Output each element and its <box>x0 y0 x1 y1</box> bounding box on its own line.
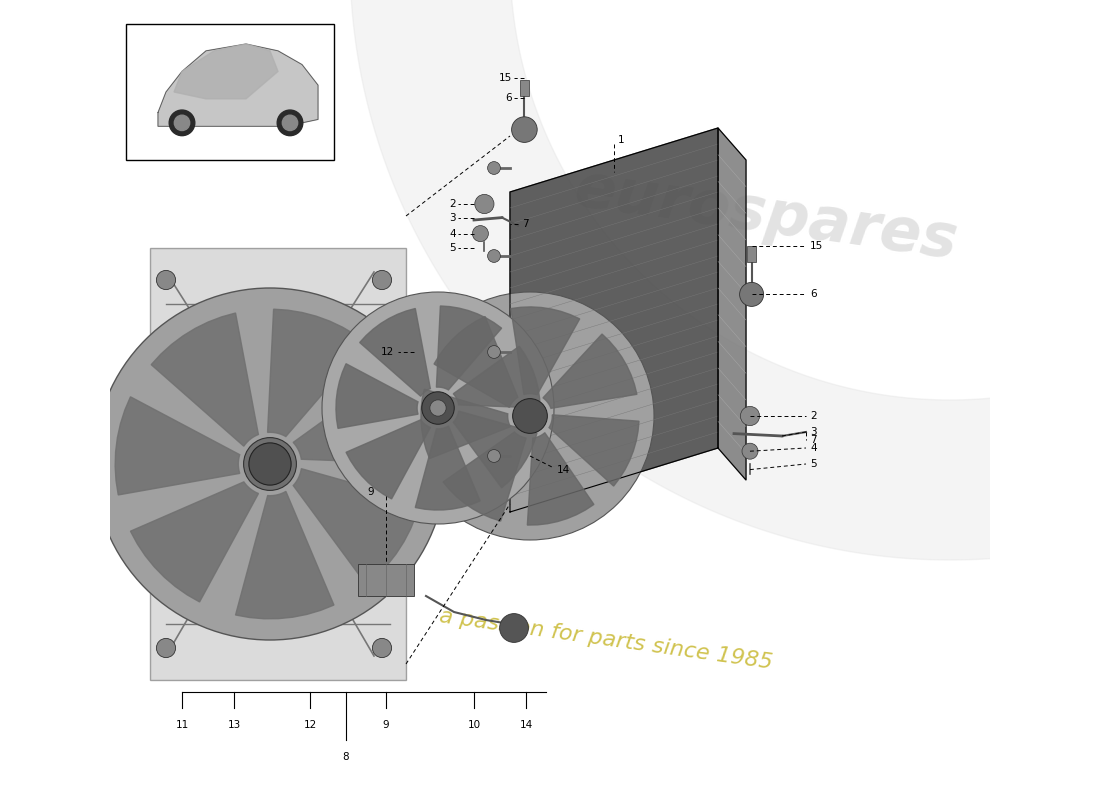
Circle shape <box>739 282 763 306</box>
Polygon shape <box>174 44 278 99</box>
Polygon shape <box>158 44 318 126</box>
Circle shape <box>740 406 760 426</box>
Circle shape <box>174 115 189 130</box>
Polygon shape <box>416 426 480 510</box>
Text: 2: 2 <box>810 411 816 421</box>
Text: eurospares: eurospares <box>571 160 961 272</box>
Text: 4: 4 <box>810 443 816 453</box>
Circle shape <box>499 614 528 642</box>
Circle shape <box>487 346 500 358</box>
Text: 15: 15 <box>498 74 512 83</box>
Circle shape <box>430 400 447 416</box>
Text: 6: 6 <box>505 93 512 102</box>
Polygon shape <box>453 411 537 488</box>
Polygon shape <box>421 389 510 458</box>
Circle shape <box>421 392 454 424</box>
Bar <box>747 246 757 262</box>
Polygon shape <box>453 346 540 408</box>
Text: 15: 15 <box>810 242 823 251</box>
Text: 8: 8 <box>343 752 350 762</box>
Circle shape <box>487 250 500 262</box>
Text: 7: 7 <box>810 435 816 445</box>
Polygon shape <box>350 0 1100 560</box>
Text: 9: 9 <box>367 487 374 497</box>
Circle shape <box>472 226 488 242</box>
Text: 9: 9 <box>383 720 389 730</box>
Circle shape <box>475 194 494 214</box>
Polygon shape <box>294 370 425 464</box>
Polygon shape <box>510 307 580 395</box>
Polygon shape <box>434 317 518 407</box>
Text: 12: 12 <box>304 720 317 730</box>
Text: 7: 7 <box>522 219 529 229</box>
Polygon shape <box>549 415 639 486</box>
Polygon shape <box>360 309 430 396</box>
Circle shape <box>156 638 176 658</box>
Circle shape <box>130 360 338 568</box>
Text: 13: 13 <box>228 720 241 730</box>
Circle shape <box>156 270 176 290</box>
Circle shape <box>406 292 654 540</box>
Text: 5: 5 <box>449 243 455 253</box>
Circle shape <box>283 115 298 130</box>
Text: 5: 5 <box>810 459 816 469</box>
Text: 14: 14 <box>519 720 532 730</box>
Circle shape <box>278 392 422 536</box>
Circle shape <box>277 110 302 136</box>
Text: 4: 4 <box>449 229 455 238</box>
Bar <box>126 24 334 160</box>
Circle shape <box>94 288 446 640</box>
Circle shape <box>169 110 195 136</box>
Circle shape <box>512 117 537 142</box>
Polygon shape <box>116 397 240 495</box>
Circle shape <box>249 443 292 485</box>
Text: 10: 10 <box>468 720 481 730</box>
Circle shape <box>243 438 296 490</box>
Bar <box>150 248 406 680</box>
Circle shape <box>513 398 548 434</box>
Polygon shape <box>510 128 718 512</box>
Polygon shape <box>718 128 746 480</box>
Polygon shape <box>235 491 334 618</box>
Text: 12: 12 <box>381 347 394 357</box>
Polygon shape <box>527 433 594 525</box>
Text: 3: 3 <box>449 214 455 223</box>
Text: 14: 14 <box>557 465 570 474</box>
Circle shape <box>322 292 554 524</box>
Polygon shape <box>151 313 258 446</box>
Text: 1: 1 <box>618 135 625 145</box>
Circle shape <box>487 450 500 462</box>
Text: a passion for parts since 1985: a passion for parts since 1985 <box>438 606 774 674</box>
Circle shape <box>373 638 392 658</box>
Polygon shape <box>437 306 502 390</box>
Polygon shape <box>267 309 366 437</box>
Polygon shape <box>336 364 418 429</box>
Text: 2: 2 <box>449 199 455 209</box>
Bar <box>358 564 414 596</box>
Circle shape <box>487 162 500 174</box>
Polygon shape <box>543 334 637 408</box>
Bar <box>519 80 529 96</box>
Circle shape <box>742 443 758 459</box>
Polygon shape <box>346 420 430 499</box>
Text: 6: 6 <box>810 290 816 299</box>
Polygon shape <box>294 469 420 585</box>
Polygon shape <box>131 482 258 602</box>
Polygon shape <box>443 432 526 521</box>
Circle shape <box>373 270 392 290</box>
Text: 11: 11 <box>175 720 188 730</box>
Text: 3: 3 <box>810 427 816 437</box>
